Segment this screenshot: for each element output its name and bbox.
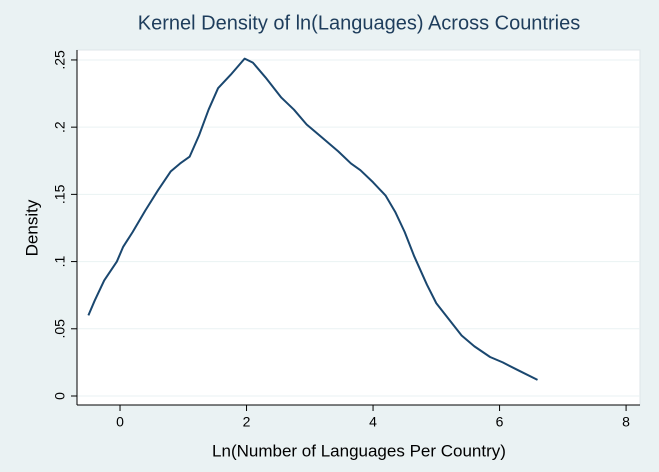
y-tick-label: .1 bbox=[52, 256, 68, 268]
density-line bbox=[87, 57, 538, 381]
y-tick-label: .25 bbox=[52, 50, 68, 70]
x-tick-label: 0 bbox=[116, 414, 124, 430]
plot-area bbox=[76, 49, 641, 406]
y-tick-label: 0 bbox=[52, 392, 68, 400]
x-tick-label: 4 bbox=[369, 414, 377, 430]
x-tick-label: 8 bbox=[622, 414, 630, 430]
y-axis-label: Density bbox=[22, 199, 41, 256]
y-tick-label: .05 bbox=[52, 319, 68, 339]
x-axis-label: Ln(Number of Languages Per Country) bbox=[212, 441, 506, 460]
x-tick-label: 6 bbox=[496, 414, 504, 430]
y-tick-label: .2 bbox=[52, 121, 68, 133]
x-tick-label: 2 bbox=[243, 414, 251, 430]
chart-title: Kernel Density of ln(Languages) Across C… bbox=[138, 12, 580, 34]
y-tick-label: .15 bbox=[52, 184, 68, 204]
